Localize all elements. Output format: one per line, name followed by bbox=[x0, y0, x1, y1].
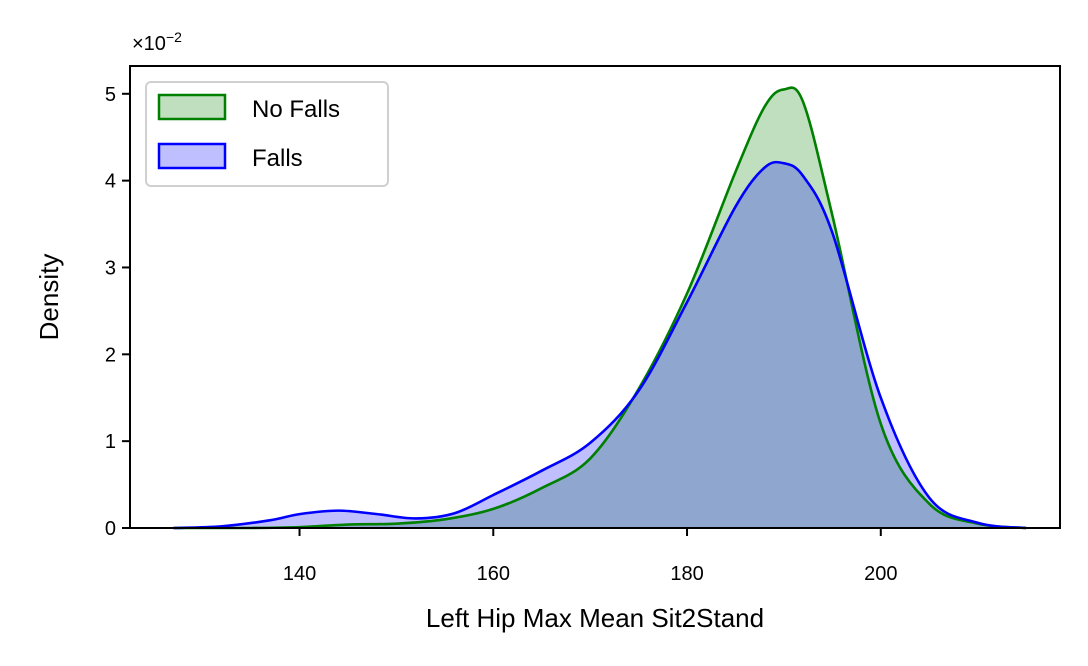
density-fill-falls bbox=[173, 162, 1027, 529]
legend-label-falls: Falls bbox=[252, 145, 303, 172]
y-tick-label: 4 bbox=[105, 171, 116, 193]
y-tick-label: 2 bbox=[105, 344, 116, 366]
density-fill-no-falls bbox=[173, 87, 1027, 529]
y-tick-label: 0 bbox=[105, 518, 116, 540]
y-axis: 0 1 2 3 4 5 bbox=[105, 84, 130, 540]
legend-swatch-falls bbox=[157, 142, 227, 170]
y-tick-label: 3 bbox=[105, 257, 116, 279]
legend-swatch-no-falls bbox=[157, 93, 227, 121]
density-line-falls bbox=[173, 160, 1027, 530]
x-tick-label: 180 bbox=[670, 563, 703, 585]
y-axis-label: Density bbox=[34, 254, 64, 341]
x-tick-label: 200 bbox=[864, 563, 897, 585]
x-tick-label: 160 bbox=[477, 563, 510, 585]
plot-frame bbox=[129, 65, 1061, 529]
legend-box bbox=[145, 81, 389, 187]
y-tick-label: 1 bbox=[105, 431, 116, 453]
x-axis: 140 160 180 200 bbox=[283, 528, 897, 585]
legend: No Falls Falls bbox=[145, 81, 389, 187]
x-tick-label: 140 bbox=[283, 563, 316, 585]
density-line-no-falls bbox=[173, 86, 1027, 530]
y-tick-label: 5 bbox=[105, 84, 116, 106]
legend-label-no-falls: No Falls bbox=[252, 96, 340, 123]
x-axis-label: Left Hip Max Mean Sit2Stand bbox=[426, 603, 764, 633]
y-scale-multiplier: ×10−2 bbox=[132, 29, 182, 55]
plot-area bbox=[173, 86, 1027, 530]
